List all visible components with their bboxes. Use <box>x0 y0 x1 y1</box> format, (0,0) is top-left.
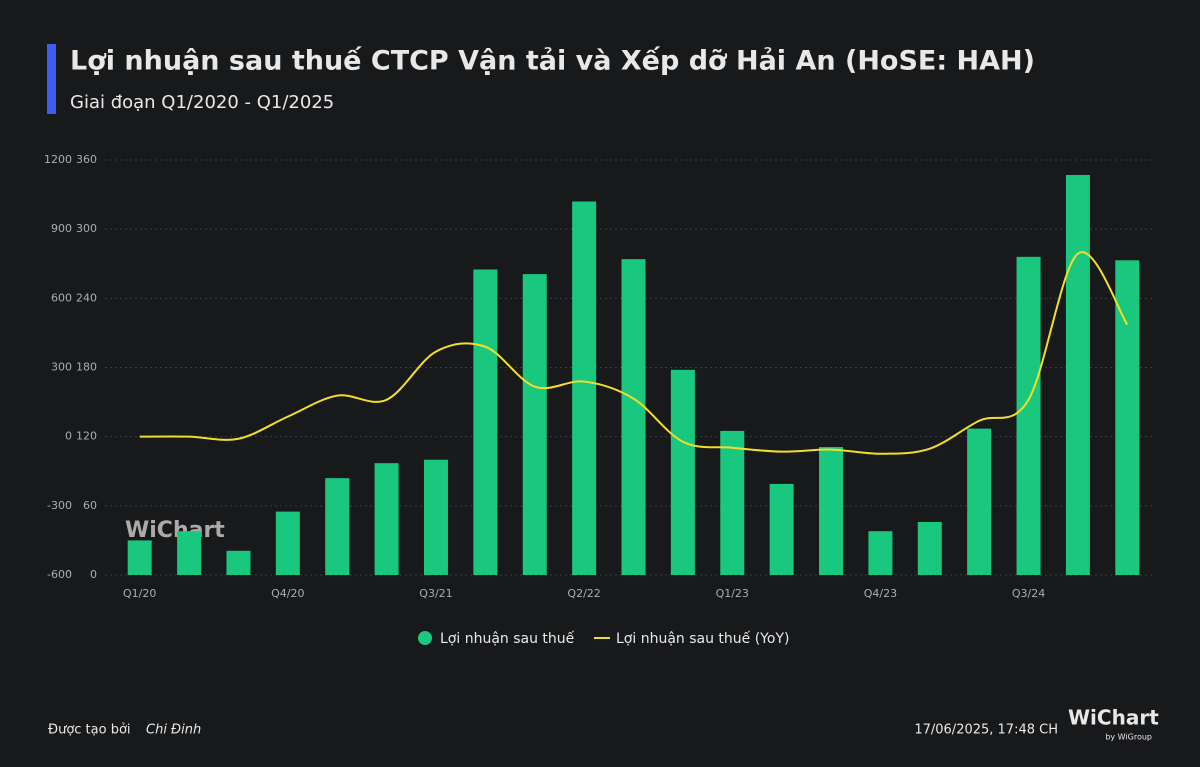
x-tick-label: Q4/20 <box>271 587 304 600</box>
x-tick-label: Q2/22 <box>567 587 600 600</box>
bar <box>374 463 399 575</box>
bar <box>127 540 152 575</box>
bar <box>1065 174 1090 575</box>
y-tick-label: 1200 <box>44 153 72 166</box>
y-tick-label: 600 <box>51 291 72 304</box>
x-tick-label: Q1/23 <box>716 587 749 600</box>
y2-tick-label: 0 <box>90 568 97 581</box>
legend-marker <box>418 631 432 645</box>
y2-tick-label: 240 <box>76 291 97 304</box>
bar <box>1115 260 1140 575</box>
bar <box>917 521 942 575</box>
bar <box>720 430 745 575</box>
x-tick-label: Q3/21 <box>419 587 452 600</box>
bar <box>275 511 300 575</box>
bar <box>868 531 893 575</box>
y2-tick-label: 180 <box>76 361 97 374</box>
footer-credit: Được tạo bởi <box>48 723 131 738</box>
footer-logo: WiChart <box>1068 706 1159 730</box>
footer-author: Chi Đinh <box>146 723 201 738</box>
y-tick-label: 300 <box>51 361 72 374</box>
y-tick-label: 900 <box>51 222 72 235</box>
x-tick-label: Q1/20 <box>123 587 156 600</box>
y-tick-label: 0 <box>65 430 72 443</box>
chart-title: Lợi nhuận sau thuế CTCP Vận tải và Xếp d… <box>70 46 1035 77</box>
line <box>139 251 1129 455</box>
y2-tick-label: 360 <box>76 153 97 166</box>
x-tick-label: Q4/23 <box>864 587 897 600</box>
footer-timestamp: 17/06/2025, 17:48 CH <box>914 723 1058 738</box>
y2-tick-label: 60 <box>83 499 97 512</box>
footer-logo-sub: by WiGroup <box>1105 733 1152 742</box>
bar <box>769 483 794 575</box>
bar <box>670 369 695 575</box>
legend-label: Lợi nhuận sau thuế <box>440 630 575 647</box>
chart-subtitle: Giai đoạn Q1/2020 - Q1/2025 <box>70 92 334 113</box>
bar <box>621 259 646 575</box>
y-tick-label: -600 <box>47 568 72 581</box>
x-tick-label: Q3/24 <box>1012 587 1045 600</box>
bar <box>473 269 498 575</box>
y2-tick-label: 300 <box>76 222 97 235</box>
bar <box>967 428 992 575</box>
legend-label: Lợi nhuận sau thuế (YoY) <box>616 630 789 647</box>
bar <box>572 201 597 575</box>
y2-tick-label: 120 <box>76 430 97 443</box>
bar <box>325 478 350 575</box>
bar <box>177 531 202 575</box>
bar <box>226 550 251 575</box>
bar <box>522 274 547 575</box>
y-tick-label: -300 <box>47 499 72 512</box>
bar <box>423 459 448 575</box>
bar <box>819 447 844 575</box>
watermark: WiChart <box>125 518 225 543</box>
title-accent <box>47 44 56 114</box>
bar <box>1016 256 1041 575</box>
